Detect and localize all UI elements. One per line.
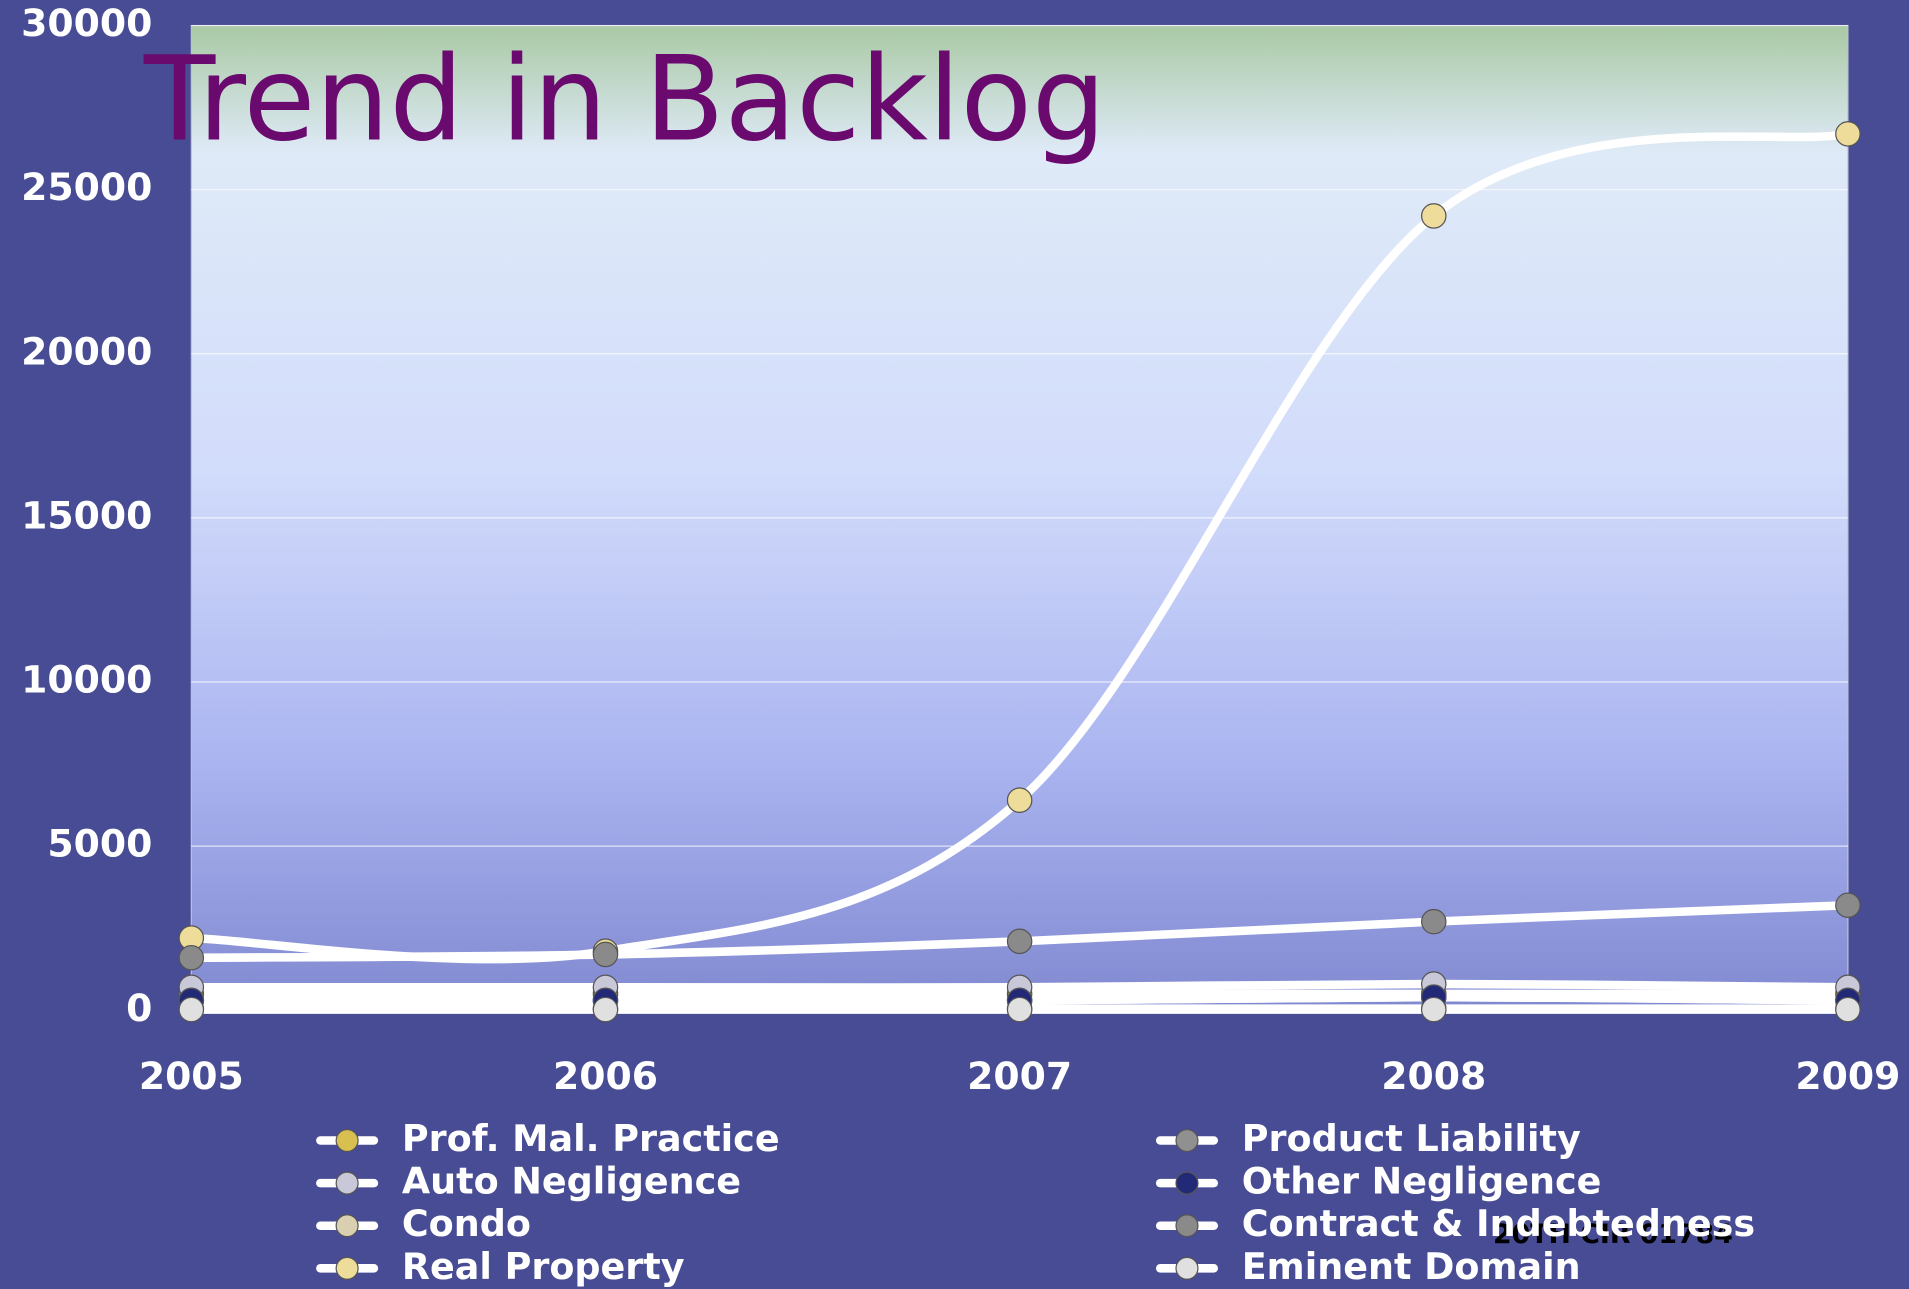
legend-marker [1175, 1128, 1199, 1153]
data-point [178, 996, 205, 1023]
data-point [592, 996, 619, 1023]
annotation: 20TH CIR 01784 [1493, 1219, 1733, 1250]
data-point [1006, 928, 1033, 955]
data-point [1420, 996, 1447, 1023]
y-tick-label: 10000 [21, 658, 152, 702]
legend-label: Contract & Indebtedness [1242, 1202, 1755, 1245]
data-point [1835, 996, 1861, 1023]
legend-label: Eminent Domain [1242, 1245, 1581, 1288]
legend-label: Real Property [402, 1245, 685, 1288]
legend-marker [1175, 1171, 1199, 1195]
data-point [1835, 892, 1861, 919]
data-point [178, 944, 205, 971]
legend-marker [1175, 1214, 1199, 1238]
y-tick-label: 15000 [21, 493, 152, 537]
legend-label: Prof. Mal. Practice [402, 1117, 780, 1160]
legend-label: Auto Negligence [402, 1160, 741, 1203]
y-tick-label: 20000 [21, 329, 152, 373]
legend-label: Condo [402, 1202, 531, 1245]
data-point [1420, 203, 1447, 229]
y-tick-label: 30000 [21, 1, 152, 45]
chart-title: Trend in Backlog [143, 31, 1106, 167]
y-tick-label: 25000 [21, 165, 152, 209]
x-tick-label: 2009 [1795, 1054, 1900, 1098]
y-tick-label: 5000 [47, 822, 152, 866]
data-point [1835, 121, 1861, 147]
x-tick-label: 2008 [1381, 1054, 1486, 1098]
legend-label: Other Negligence [1242, 1160, 1602, 1203]
x-tick-label: 2006 [553, 1054, 658, 1098]
data-point [1006, 787, 1033, 813]
x-tick-label: 2005 [139, 1054, 244, 1098]
y-tick-label: 0 [126, 986, 152, 1030]
legend-marker [335, 1256, 359, 1280]
x-tick-label: 2007 [967, 1054, 1072, 1098]
legend-marker [1175, 1256, 1199, 1280]
legend-marker [335, 1171, 359, 1195]
data-point [1006, 996, 1033, 1023]
legend-label: Product Liability [1242, 1117, 1581, 1160]
data-point [1420, 908, 1447, 935]
data-point [592, 941, 619, 968]
legend-marker [335, 1214, 359, 1238]
legend-marker [335, 1128, 359, 1153]
